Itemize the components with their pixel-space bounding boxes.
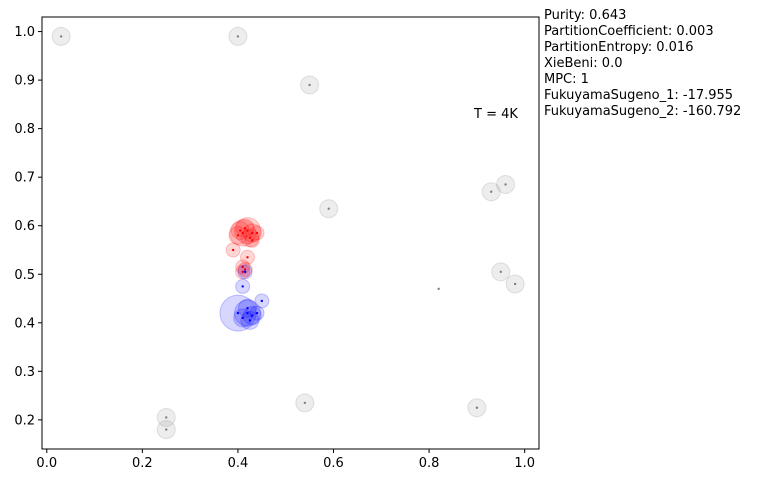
x-tick-label: 0.0 [36, 456, 57, 471]
y-axis: 0.2 0.3 0.4 0.5 0.6 0.7 0.8 0.9 1.0 [14, 25, 42, 428]
data-point [513, 282, 517, 286]
temperature-annotation: T = 4K [473, 107, 518, 122]
x-tick-label: 0.2 [132, 456, 153, 471]
data-point [59, 35, 63, 38]
data-point [246, 311, 249, 315]
y-tick-label: 0.5 [14, 268, 35, 283]
metric-purity: Purity: 0.643 [544, 8, 627, 23]
y-tick-label: 0.3 [14, 365, 35, 380]
data-point [231, 248, 235, 252]
y-tick-label: 0.2 [14, 413, 35, 428]
data-point [475, 406, 479, 409]
y-tick-label: 0.8 [14, 122, 35, 137]
data-point [243, 270, 247, 274]
data-point [303, 401, 307, 405]
data-point [239, 229, 242, 232]
data-point [236, 234, 240, 237]
data-points [51, 26, 525, 440]
data-point [246, 229, 249, 232]
data-point [241, 270, 244, 274]
data-point [165, 428, 168, 431]
data-point [248, 319, 252, 322]
data-point [243, 268, 247, 271]
data-point [327, 207, 330, 210]
data-point [437, 287, 440, 291]
metric-mpc: MPC: 1 [544, 72, 589, 87]
data-point [246, 256, 249, 259]
data-point [504, 183, 507, 186]
y-tick-label: 0.9 [14, 74, 35, 89]
data-point [260, 299, 264, 303]
metric-partition-entropy: PartitionEntropy: 0.016 [544, 40, 694, 55]
data-point [251, 231, 254, 235]
data-point [251, 314, 254, 317]
data-point [490, 190, 493, 193]
axes-frame [41, 16, 540, 450]
metrics-panel: Purity: 0.643 PartitionCoefficient: 0.00… [544, 8, 741, 120]
data-point [255, 231, 259, 235]
data-point [236, 311, 240, 315]
data-point [243, 226, 247, 230]
x-tick-label: 0.4 [228, 456, 249, 471]
data-point [241, 316, 244, 320]
x-tick-label: 0.8 [419, 456, 440, 471]
data-point [236, 35, 240, 38]
data-point [241, 265, 244, 269]
y-tick-label: 0.6 [14, 219, 35, 234]
metric-partition-coefficient: PartitionCoefficient: 0.003 [544, 24, 714, 39]
data-point [308, 83, 311, 87]
data-point [241, 285, 244, 288]
metric-fukuyama-sugeno-1: FukuyamaSugeno_1: -17.955 [544, 88, 734, 103]
data-point [241, 231, 244, 235]
data-point [248, 236, 252, 240]
data-point [499, 270, 502, 274]
y-tick-label: 0.7 [14, 171, 35, 186]
metric-xie-beni: XieBeni: 0.0 [544, 56, 623, 71]
x-tick-label: 1.0 [514, 456, 535, 471]
x-tick-label: 0.6 [323, 456, 344, 471]
y-tick-label: 1.0 [14, 25, 35, 40]
data-point [255, 311, 259, 315]
data-point [165, 416, 168, 419]
x-axis: 0.0 0.2 0.4 0.6 0.8 1.0 [36, 449, 535, 471]
data-point [246, 307, 249, 310]
y-tick-label: 0.4 [14, 316, 35, 331]
metric-fukuyama-sugeno-2: FukuyamaSugeno_2: -160.792 [544, 104, 742, 119]
data-point [251, 239, 254, 242]
